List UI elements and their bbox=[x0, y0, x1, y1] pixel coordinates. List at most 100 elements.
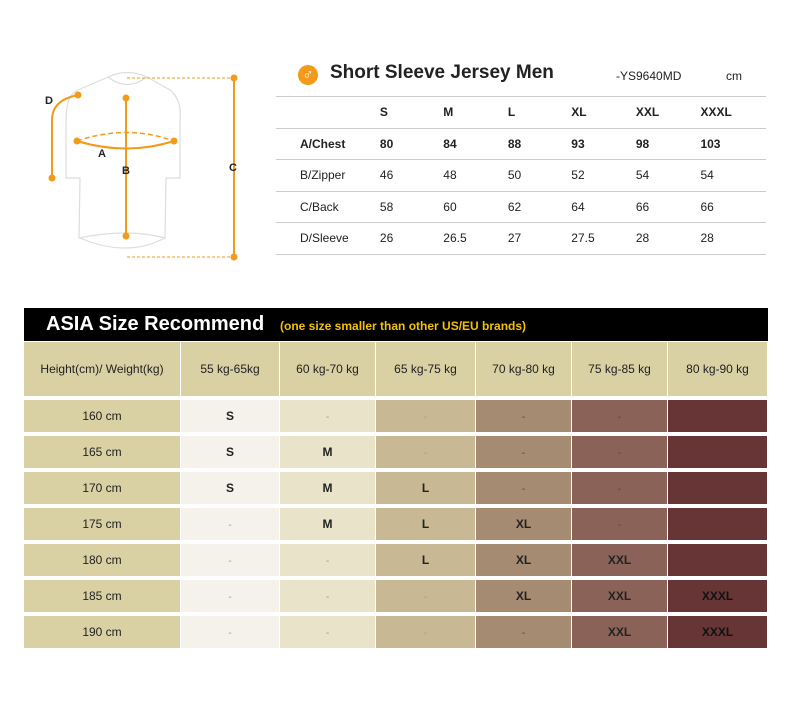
size-cell: L bbox=[376, 544, 476, 580]
size-cell: - bbox=[280, 544, 376, 580]
size-value: - bbox=[715, 448, 720, 459]
size-header: S bbox=[379, 96, 444, 129]
size-value: - bbox=[325, 556, 330, 567]
measure-value: 27 bbox=[507, 222, 572, 255]
jersey-outline bbox=[65, 71, 181, 249]
product-header: ♂ Short Sleeve Jersey Men -YS9640MD cm bbox=[298, 62, 768, 90]
measure-value: 98 bbox=[635, 127, 701, 160]
height-label: 175 cm bbox=[24, 508, 181, 544]
weight-header: 70 kg-80 kg bbox=[476, 342, 572, 400]
recommend-header-row: Height(cm)/ Weight(kg) 55 kg-65kg 60 kg-… bbox=[24, 342, 768, 400]
size-value: - bbox=[521, 628, 526, 639]
measure-value: 80 bbox=[379, 127, 444, 160]
jersey-measurement-diagram: A B C D bbox=[45, 71, 238, 261]
measure-value: 46 bbox=[379, 159, 444, 192]
size-cell: - bbox=[376, 616, 476, 652]
spec-row: D/Sleeve 26 26.5 27 27.5 28 28 bbox=[276, 222, 766, 255]
measure-value: 58 bbox=[379, 191, 444, 223]
size-cell: - bbox=[572, 472, 668, 508]
label-b: B bbox=[122, 165, 130, 177]
a-measure-line bbox=[76, 140, 175, 150]
size-cell: - bbox=[181, 544, 280, 580]
size-value: - bbox=[715, 556, 720, 567]
recommend-row: 190 cm - - - - XXL XXXL bbox=[24, 616, 768, 652]
size-value: - bbox=[715, 412, 720, 423]
size-header: XXL bbox=[635, 96, 701, 129]
product-title: Short Sleeve Jersey Men bbox=[330, 62, 554, 83]
size-value: - bbox=[715, 520, 720, 531]
size-header: XXXL bbox=[700, 96, 766, 129]
size-value: M bbox=[322, 445, 333, 459]
label-a: A bbox=[98, 148, 106, 160]
size-value: - bbox=[325, 592, 330, 603]
height-label: 190 cm bbox=[24, 616, 181, 652]
size-value: L bbox=[421, 553, 430, 567]
size-value: - bbox=[423, 592, 428, 603]
size-cell: - bbox=[280, 616, 376, 652]
size-value: - bbox=[617, 484, 622, 495]
size-cell: S bbox=[181, 436, 280, 472]
weight-header: 75 kg-85 kg bbox=[572, 342, 668, 400]
weight-header: 55 kg-65kg bbox=[181, 342, 280, 400]
size-value: - bbox=[228, 592, 232, 603]
measure-value: 103 bbox=[700, 127, 766, 160]
size-value: XXL bbox=[607, 589, 632, 603]
male-icon: ♂ bbox=[298, 65, 318, 85]
spec-row: B/Zipper 46 48 50 52 54 54 bbox=[276, 159, 766, 192]
size-cell: - bbox=[668, 436, 768, 472]
height-label: 160 cm bbox=[24, 400, 181, 436]
size-cell: - bbox=[476, 616, 572, 652]
spec-row: C/Back 58 60 62 64 66 66 bbox=[276, 191, 766, 223]
size-cell: S bbox=[181, 400, 280, 436]
size-value: - bbox=[423, 448, 428, 459]
measure-value: 54 bbox=[635, 159, 701, 192]
recommend-row: 170 cm S M L - - - bbox=[24, 472, 768, 508]
spec-row: A/Chest 80 84 88 93 98 103 bbox=[276, 127, 766, 160]
size-recommend-table: Height(cm)/ Weight(kg) 55 kg-65kg 60 kg-… bbox=[24, 342, 768, 652]
size-cell: - bbox=[572, 400, 668, 436]
size-cell: - bbox=[476, 436, 572, 472]
recommend-title: ASIA Size Recommend bbox=[46, 313, 265, 335]
size-cell: - bbox=[280, 400, 376, 436]
measure-value: 28 bbox=[635, 222, 701, 255]
size-cell: - bbox=[668, 508, 768, 544]
size-value: XL bbox=[515, 553, 532, 567]
size-cell: - bbox=[572, 436, 668, 472]
size-value: XXL bbox=[607, 625, 632, 639]
size-cell: L bbox=[376, 472, 476, 508]
weight-header: 60 kg-70 kg bbox=[280, 342, 376, 400]
label-c: C bbox=[229, 162, 237, 174]
measure-value: 26.5 bbox=[443, 222, 508, 255]
measure-value: 52 bbox=[571, 159, 636, 192]
size-value: - bbox=[423, 412, 428, 423]
measure-value: 66 bbox=[700, 191, 766, 223]
measure-value: 64 bbox=[571, 191, 636, 223]
size-cell: M bbox=[280, 508, 376, 544]
measure-value: 54 bbox=[700, 159, 766, 192]
recommend-row: 160 cm S - - - - - bbox=[24, 400, 768, 436]
size-cell: S bbox=[181, 472, 280, 508]
size-cell: M bbox=[280, 436, 376, 472]
recommend-row: 175 cm - M L XL - - bbox=[24, 508, 768, 544]
size-value: - bbox=[617, 412, 622, 423]
measure-label: A/Chest bbox=[276, 127, 380, 160]
height-label: 185 cm bbox=[24, 580, 181, 616]
size-cell: XL bbox=[476, 508, 572, 544]
size-value: - bbox=[228, 556, 232, 567]
size-value: - bbox=[325, 412, 330, 423]
weight-header: 65 kg-75 kg bbox=[376, 342, 476, 400]
recommend-note: (one size smaller than other US/EU brand… bbox=[280, 319, 527, 333]
size-cell: - bbox=[280, 580, 376, 616]
size-value: XXXL bbox=[701, 589, 734, 603]
size-cell: - bbox=[181, 508, 280, 544]
corner-header: Height(cm)/ Weight(kg) bbox=[24, 342, 181, 400]
measure-label: C/Back bbox=[276, 191, 380, 223]
size-cell: - bbox=[476, 400, 572, 436]
size-value: - bbox=[423, 628, 428, 639]
size-cell: XXXL bbox=[668, 616, 768, 652]
measure-value: 26 bbox=[379, 222, 444, 255]
measure-label: B/Zipper bbox=[276, 159, 380, 192]
measure-value: 50 bbox=[507, 159, 572, 192]
size-cell: L bbox=[376, 508, 476, 544]
size-value: XL bbox=[515, 589, 532, 603]
